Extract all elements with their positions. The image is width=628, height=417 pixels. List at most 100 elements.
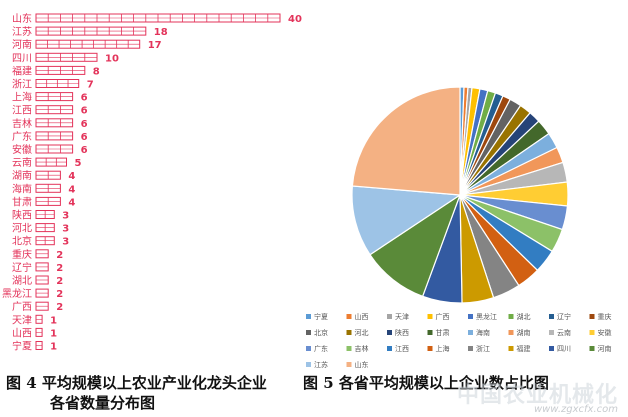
legend-swatch xyxy=(346,362,352,367)
legend-swatch xyxy=(468,330,473,335)
legend-label: 北京 xyxy=(314,328,328,337)
bar-value-label: 2 xyxy=(56,302,63,313)
legend-swatch xyxy=(387,330,392,335)
bar-category-label: 甘肃 xyxy=(12,195,32,208)
pie-slice xyxy=(351,86,461,196)
legend-swatch xyxy=(387,314,392,319)
bar-value-label: 18 xyxy=(154,27,168,38)
bar-value-label: 40 xyxy=(288,14,302,25)
bar-category-label: 安徽 xyxy=(12,143,32,156)
legend-swatch xyxy=(468,346,473,351)
bar-value-label: 17 xyxy=(148,40,162,51)
legend-label: 湖南 xyxy=(517,328,531,337)
legend-label: 河北 xyxy=(355,329,369,337)
legend-label: 辽宁 xyxy=(557,312,571,321)
legend-label: 江苏 xyxy=(314,360,328,369)
bar-value-label: 3 xyxy=(62,224,69,235)
bar-category-label: 湖南 xyxy=(12,169,32,182)
legend-label: 江西 xyxy=(395,345,409,353)
legend-label: 陕西 xyxy=(395,328,409,337)
legend-label: 浙江 xyxy=(476,344,490,353)
legend-swatch xyxy=(468,314,473,319)
legend-swatch xyxy=(427,330,433,335)
legend-swatch xyxy=(549,330,554,335)
legend-label: 吉林 xyxy=(355,344,369,353)
legend-swatch xyxy=(306,346,311,351)
legend-swatch xyxy=(346,314,352,319)
bar-value-label: 4 xyxy=(68,184,75,195)
bar-value-label: 6 xyxy=(81,132,88,143)
legend-label: 天津 xyxy=(395,313,409,321)
legend-swatch xyxy=(346,330,352,335)
bar-category-label: 黑龙江 xyxy=(2,287,32,300)
bar-value-label: 6 xyxy=(81,119,88,130)
legend-label: 甘肃 xyxy=(436,328,450,337)
pie-chart xyxy=(351,86,569,304)
figure-4-caption-line2: 各省数量分布图 xyxy=(50,394,156,412)
legend-swatch xyxy=(589,346,595,351)
legend-label: 广东 xyxy=(314,344,328,353)
legend-swatch xyxy=(589,330,595,335)
legend-swatch xyxy=(387,346,392,351)
bar-value-label: 6 xyxy=(81,145,88,156)
pie-slice xyxy=(351,185,462,256)
legend-swatch xyxy=(589,314,595,319)
bar-category-label: 江西 xyxy=(12,105,32,117)
bar-category-label: 四川 xyxy=(12,53,32,64)
bar-value-label: 1 xyxy=(50,315,57,326)
bar-chart: 山东 40 江苏 18 河南 17 四川 10 福建 8 浙江 7 上海 6 江西 6 吉林 6 广东 6 安徽 6 云南 5… xyxy=(2,12,302,353)
legend-swatch xyxy=(508,346,514,351)
legend-swatch xyxy=(508,314,514,319)
bar-category-label: 陕西 xyxy=(12,209,32,222)
bar-value-label: 6 xyxy=(81,93,88,104)
legend-label: 海南 xyxy=(476,328,490,337)
bar-category-label: 广东 xyxy=(12,130,32,143)
bar-category-label: 辽宁 xyxy=(12,261,32,274)
legend-label: 福建 xyxy=(517,344,531,353)
bar-value-label: 3 xyxy=(62,211,69,222)
bar-value-label: 2 xyxy=(56,289,63,300)
figure-4-caption-line1: 图 4 平均规模以上农业产业化龙头企业 xyxy=(6,374,267,392)
bar-value-label: 2 xyxy=(56,276,63,287)
bar-category-label: 河北 xyxy=(12,223,32,235)
legend-label: 山东 xyxy=(355,360,369,369)
bar-value-label: 2 xyxy=(56,250,63,261)
bar-category-label: 江苏 xyxy=(12,25,32,38)
legend-label: 河南 xyxy=(598,344,612,353)
legend-label: 云南 xyxy=(557,328,571,337)
legend-label: 安徽 xyxy=(598,328,612,337)
legend-label: 湖北 xyxy=(517,312,531,321)
legend-swatch xyxy=(346,346,352,351)
legend-swatch xyxy=(306,330,311,335)
bar-value-label: 8 xyxy=(93,66,100,77)
bar-value-label: 4 xyxy=(68,171,75,182)
bar-category-label: 浙江 xyxy=(12,79,32,91)
legend-label: 广西 xyxy=(436,312,450,321)
bar-category-label: 河南 xyxy=(12,38,32,51)
bar-value-label: 1 xyxy=(50,328,57,339)
legend-swatch xyxy=(306,362,311,367)
bar-category-label: 山东 xyxy=(12,12,32,25)
legend-swatch xyxy=(427,314,433,319)
figure-5-caption: 图 5 各省平均规模以上企业数占比图 xyxy=(303,374,549,392)
legend-label: 重庆 xyxy=(598,312,612,321)
legend-label: 上海 xyxy=(436,344,450,353)
bar-value-label: 6 xyxy=(81,106,88,117)
legend-swatch xyxy=(427,346,433,351)
watermark-logo: 中国农业机械化 xyxy=(456,383,618,408)
legend-label: 四川 xyxy=(557,345,571,353)
watermark-url: www.zgxcfx.com xyxy=(533,404,618,415)
legend-label: 宁夏 xyxy=(314,312,328,321)
legend-swatch xyxy=(508,330,514,335)
bar-category-label: 山西 xyxy=(12,327,32,339)
bar-value-label: 5 xyxy=(75,158,82,169)
bar-category-label: 湖北 xyxy=(12,275,32,287)
bar-category-label: 上海 xyxy=(12,91,32,104)
bar-category-label: 北京 xyxy=(12,235,32,248)
bar-category-label: 吉林 xyxy=(12,117,32,130)
bar-value-label: 3 xyxy=(62,237,69,248)
legend-swatch xyxy=(306,314,311,319)
bar-category-label: 海南 xyxy=(12,182,32,195)
bar-value-label: 7 xyxy=(87,80,94,91)
